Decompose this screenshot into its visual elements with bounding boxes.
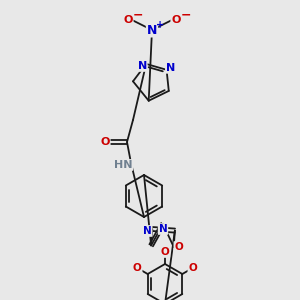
Text: O: O <box>100 137 110 147</box>
Text: N: N <box>137 61 147 71</box>
Text: HN: HN <box>114 160 132 170</box>
Text: O: O <box>133 263 142 273</box>
Text: O: O <box>160 247 169 257</box>
Text: N: N <box>166 63 175 73</box>
Text: O: O <box>188 263 197 273</box>
Text: N: N <box>147 23 157 37</box>
Text: O: O <box>174 242 183 252</box>
Text: −: − <box>181 8 191 22</box>
Text: O: O <box>123 15 133 25</box>
Text: N: N <box>159 224 167 234</box>
Text: N: N <box>143 226 152 236</box>
Text: +: + <box>156 20 164 30</box>
Text: O: O <box>171 15 181 25</box>
Text: −: − <box>133 8 143 22</box>
